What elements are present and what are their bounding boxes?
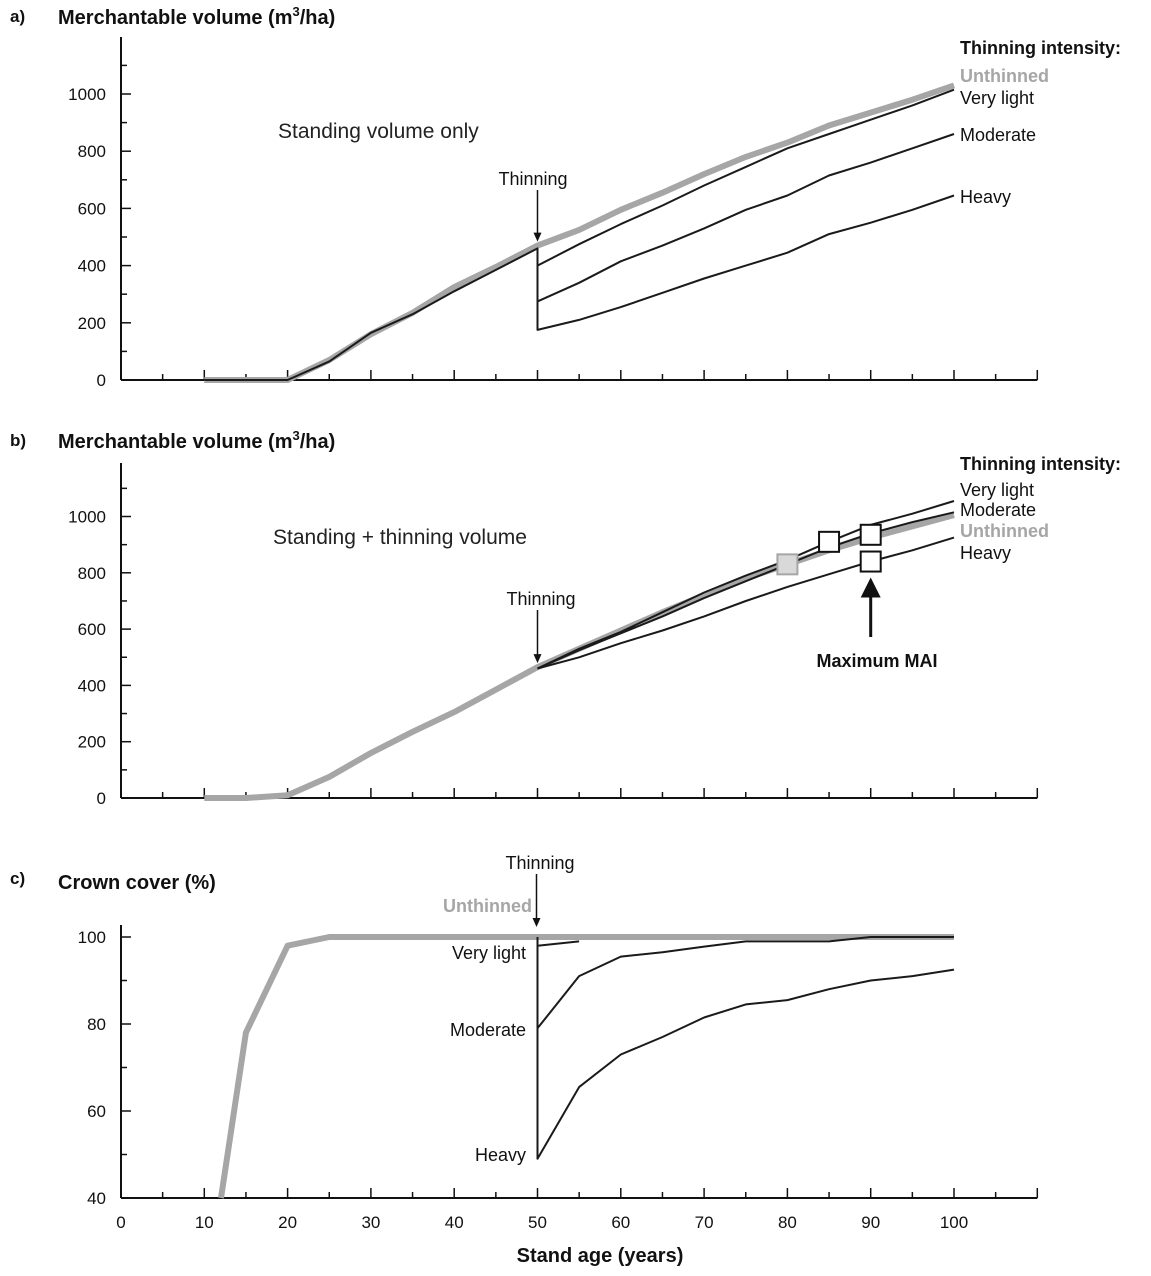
panel-c-marks <box>218 874 955 1199</box>
panel-c-label-unthinned: Unthinned <box>443 896 532 916</box>
series-line-heavy <box>536 937 955 1160</box>
series-line-very-light <box>204 88 955 381</box>
panel-b-max-mai-label: Maximum MAI <box>816 651 937 671</box>
x-tick-label: 80 <box>778 1213 797 1232</box>
max-mai-marker-very-light <box>818 530 841 553</box>
x-tick-label: 90 <box>861 1213 880 1232</box>
panel-b-note: Standing + thinning volume <box>273 526 527 549</box>
y-tick-label: 100 <box>78 928 106 947</box>
panel-label-c: c) <box>10 869 25 888</box>
y-tick-label: 800 <box>78 142 106 161</box>
panel-b-legend-moderate: Moderate <box>960 500 1036 520</box>
series-line-unthinned <box>218 934 954 1199</box>
series-line-moderate <box>537 511 955 670</box>
y-tick-label: 0 <box>97 789 106 808</box>
thinning-arrow-head <box>533 232 542 242</box>
y-tick-label: 80 <box>87 1015 106 1034</box>
x-tick-label: 50 <box>528 1213 547 1232</box>
panel-a-legend-unthinned: Unthinned <box>960 66 1049 86</box>
panel-c: c) Crown cover (%) Thinning Unthinned Ve… <box>10 853 1039 1267</box>
panel-a-legend-moderate: Moderate <box>960 125 1036 145</box>
panel-a-axes: 0 200 400 600 800 1000 <box>68 37 1039 390</box>
panel-b-marks <box>204 500 955 801</box>
y-tick-label: 400 <box>78 676 106 695</box>
y-tick-label: 600 <box>78 199 106 218</box>
y-tick-label: 800 <box>78 564 106 583</box>
x-axis-label: Stand age (years) <box>517 1245 684 1267</box>
panel-b: b) Merchantable volume (m3/ha) Standing … <box>10 428 1121 808</box>
thinning-arrow-head <box>533 654 542 664</box>
panel-a-thinning-label: Thinning <box>498 169 567 189</box>
y-tick-label: 1000 <box>68 508 106 527</box>
panel-b-axes: 0 200 400 600 800 1000 <box>68 463 1039 808</box>
panel-c-label-very-light: Very light <box>452 943 526 963</box>
series-line-moderate <box>536 936 954 1030</box>
y-tick-label: 200 <box>78 314 106 333</box>
x-tick-label: 60 <box>611 1213 630 1232</box>
panel-a-note: Standing volume only <box>278 120 479 143</box>
series-line-moderate <box>536 133 955 303</box>
panel-a-legend-heavy: Heavy <box>960 187 1011 207</box>
x-tick-label: 0 <box>116 1213 125 1232</box>
x-tick-label: 20 <box>278 1213 297 1232</box>
x-tick-label: 40 <box>445 1213 464 1232</box>
panel-a-title: Merchantable volume (m3/ha) <box>58 4 335 29</box>
thinning-arrow-head <box>532 918 541 927</box>
y-tick-label: 600 <box>78 620 106 639</box>
y-tick-label: 1000 <box>68 85 106 104</box>
y-tick-label: 200 <box>78 733 106 752</box>
panel-b-legend-very-light: Very light <box>960 480 1034 500</box>
panel-b-title: Merchantable volume (m3/ha) <box>58 428 335 453</box>
x-tick-label: 30 <box>361 1213 380 1232</box>
max-mai-marker-unthinned <box>776 553 799 576</box>
panel-c-axes: 40 60 80 100 0 10 20 30 40 50 60 70 80 90 100 <box>78 925 1039 1232</box>
x-tick-label: 100 <box>940 1213 968 1232</box>
series-line-heavy <box>536 194 955 331</box>
max-mai-marker-moderate <box>859 523 882 546</box>
panel-b-thinning-label: Thinning <box>506 589 575 609</box>
panel-b-legend-title: Thinning intensity: <box>960 454 1121 474</box>
series-line-very-light <box>537 500 955 670</box>
panel-c-title: Crown cover (%) <box>58 872 216 894</box>
max-mai-arrow-head <box>860 577 881 598</box>
y-tick-label: 400 <box>78 257 106 276</box>
panel-c-label-heavy: Heavy <box>475 1145 526 1165</box>
panel-a-marks <box>204 82 955 383</box>
panel-label-b: b) <box>10 431 26 450</box>
series-line-heavy <box>537 536 955 670</box>
x-tick-label: 10 <box>195 1213 214 1232</box>
panel-b-legend-heavy: Heavy <box>960 543 1011 563</box>
y-tick-label: 40 <box>87 1189 106 1208</box>
panel-c-label-moderate: Moderate <box>450 1020 526 1040</box>
panel-a-legend-title: Thinning intensity: <box>960 38 1121 58</box>
max-mai-marker-heavy <box>859 550 882 573</box>
panel-c-thinning-label: Thinning <box>505 853 574 873</box>
panel-b-legend-unthinned: Unthinned <box>960 521 1049 541</box>
panel-a-legend-very-light: Very light <box>960 88 1034 108</box>
series-line-unthinned <box>204 82 955 383</box>
y-tick-label: 60 <box>87 1102 106 1121</box>
x-tick-label: 70 <box>695 1213 714 1232</box>
panel-label-a: a) <box>10 7 25 26</box>
panel-a: a) Merchantable volume (m3/ha) Standing … <box>10 4 1121 390</box>
y-tick-label: 0 <box>97 371 106 390</box>
